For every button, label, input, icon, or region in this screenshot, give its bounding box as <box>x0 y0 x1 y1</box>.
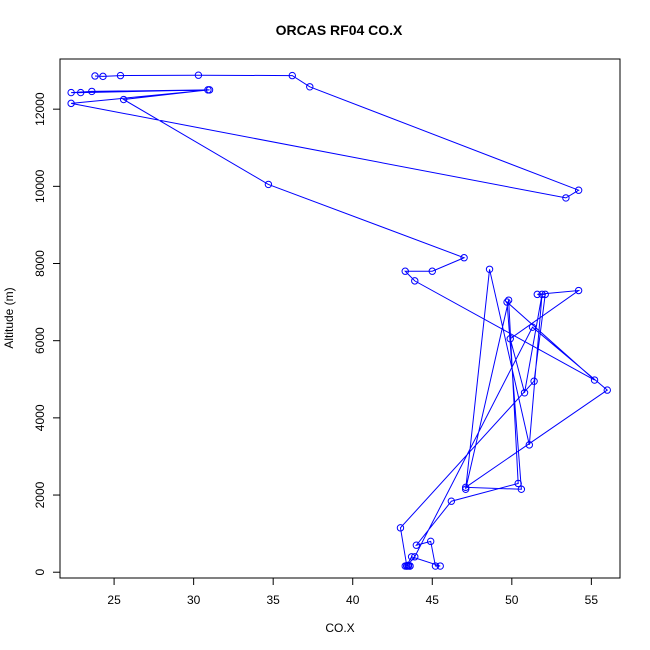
data-point <box>411 553 419 561</box>
y-tick-label: 10000 <box>33 169 47 203</box>
data-point <box>431 562 440 570</box>
data-point <box>411 277 419 285</box>
data-point <box>396 524 405 532</box>
data-point <box>91 72 99 80</box>
data-point <box>407 553 416 561</box>
data-point <box>428 267 436 275</box>
y-tick-label: 12000 <box>33 92 47 126</box>
data-point <box>603 386 611 394</box>
y-axis: 0 2000 4000 6000 8000 10000 12000 <box>33 92 61 576</box>
data-point <box>306 83 314 91</box>
data-point <box>194 71 203 79</box>
data-point <box>506 335 514 343</box>
data-point <box>562 194 570 202</box>
y-tick-label: 8000 <box>33 250 47 277</box>
data-point <box>76 88 85 97</box>
data-point <box>99 72 107 81</box>
data-point <box>403 562 411 570</box>
data-point <box>67 99 75 108</box>
data-point <box>517 485 526 493</box>
x-tick-label: 50 <box>505 593 519 607</box>
data-point <box>514 479 522 488</box>
y-tick-label: 2000 <box>33 481 47 508</box>
y-axis-label: Altitude (m) <box>2 287 16 348</box>
data-point <box>412 541 421 549</box>
y-tick-label: 4000 <box>33 404 47 431</box>
data-point <box>288 71 296 80</box>
data-point <box>525 441 534 449</box>
series-layer <box>67 71 611 570</box>
chart-title: ORCAS RF04 CO.X <box>276 22 403 38</box>
data-point <box>406 562 414 570</box>
data-point <box>530 377 538 385</box>
data-point <box>401 267 409 275</box>
data-point <box>485 265 494 274</box>
series-line <box>71 74 609 568</box>
data-point <box>520 389 529 397</box>
data-point <box>461 483 470 492</box>
y-tick-label: 0 <box>33 569 47 576</box>
x-axis-label: CO.X <box>325 621 354 635</box>
data-point <box>88 87 96 96</box>
data-point <box>461 485 470 493</box>
data-point <box>119 95 128 104</box>
x-tick-label: 35 <box>267 593 281 607</box>
data-point <box>264 180 273 189</box>
data-point <box>503 298 511 306</box>
data-point <box>590 376 599 384</box>
data-point <box>538 290 546 299</box>
x-axis: 25 30 35 40 45 50 55 <box>107 577 599 607</box>
data-point <box>533 290 541 299</box>
y-tick-label: 6000 <box>33 327 47 354</box>
x-tick-label: 45 <box>426 593 440 607</box>
x-tick-label: 30 <box>187 593 201 607</box>
data-point <box>504 296 513 304</box>
data-point <box>426 537 435 546</box>
data-point <box>116 71 125 80</box>
data-point <box>67 88 75 97</box>
data-point <box>436 562 444 570</box>
data-point <box>574 186 583 194</box>
data-point <box>460 254 468 262</box>
data-point <box>205 86 214 94</box>
x-tick-label: 40 <box>346 593 360 607</box>
data-point <box>447 497 456 505</box>
x-tick-label: 55 <box>585 593 599 607</box>
data-point <box>541 290 549 299</box>
data-point <box>528 323 537 331</box>
x-tick-label: 25 <box>107 593 121 607</box>
plot-frame <box>59 58 621 579</box>
data-point <box>574 286 583 295</box>
